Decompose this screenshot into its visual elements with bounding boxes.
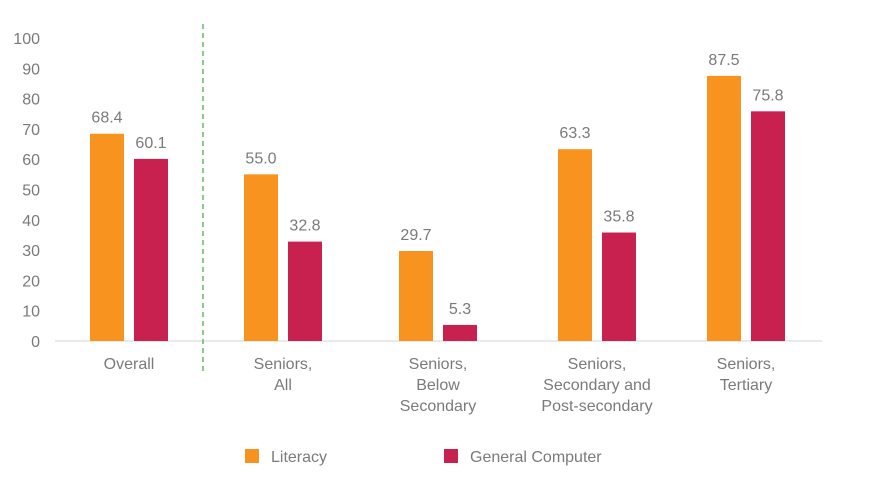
- data-label: 5.3: [449, 301, 471, 318]
- category-label: Seniors, Tertiary: [717, 356, 776, 394]
- bar-literacy: [244, 174, 278, 341]
- data-label: 75.8: [752, 87, 783, 104]
- bar-general-computer: [134, 158, 168, 341]
- legend-label: Literacy: [271, 449, 327, 466]
- data-label: 87.5: [708, 52, 739, 69]
- category-label: Seniors, Below Secondary: [400, 356, 477, 415]
- y-tick-label: 40: [22, 213, 40, 230]
- x-axis: Overall Seniors, All Seniors, Below Secondary…: [104, 356, 776, 415]
- category-label: Seniors, All: [254, 356, 313, 394]
- y-tick-label: 30: [22, 243, 40, 260]
- data-labels: 68.4 55.0 29.7 63.3 87.5 60.1 32.8 5.3 35.8 75.8: [91, 52, 783, 318]
- y-tick-label: 10: [22, 304, 40, 321]
- legend-swatch: [245, 449, 259, 463]
- y-tick-label: 0: [31, 334, 40, 351]
- data-label: 35.8: [603, 209, 634, 226]
- y-tick-label: 80: [22, 92, 40, 109]
- bar-literacy: [399, 251, 433, 341]
- bar-literacy: [90, 133, 124, 341]
- legend: Literacy General Computer: [245, 449, 602, 466]
- data-label: 68.4: [91, 110, 122, 127]
- legend-label: General Computer: [470, 449, 602, 466]
- bar-literacy: [707, 75, 741, 341]
- y-axis: 0 10 20 30 40 50 60 70 80 90 100: [13, 24, 822, 372]
- category-label: Overall: [104, 356, 155, 373]
- bars: [90, 75, 785, 342]
- data-label: 29.7: [400, 227, 431, 244]
- bar-general-computer: [443, 324, 477, 341]
- category-label: Seniors, Secondary and Post-secondary: [541, 356, 652, 415]
- y-tick-label: 60: [22, 152, 40, 169]
- data-label: 32.8: [289, 218, 320, 235]
- data-label: 55.0: [245, 150, 276, 167]
- y-tick-label: 100: [13, 31, 40, 48]
- data-label: 63.3: [559, 125, 590, 142]
- legend-swatch: [444, 449, 458, 463]
- y-tick-label: 70: [22, 122, 40, 139]
- bar-literacy: [558, 149, 592, 341]
- data-label: 60.1: [135, 135, 166, 152]
- y-tick-label: 20: [22, 273, 40, 290]
- y-tick-label: 90: [22, 61, 40, 78]
- bar-general-computer: [288, 241, 322, 341]
- bar-general-computer: [602, 232, 636, 341]
- bar-general-computer: [751, 111, 785, 342]
- y-tick-label: 50: [22, 183, 40, 200]
